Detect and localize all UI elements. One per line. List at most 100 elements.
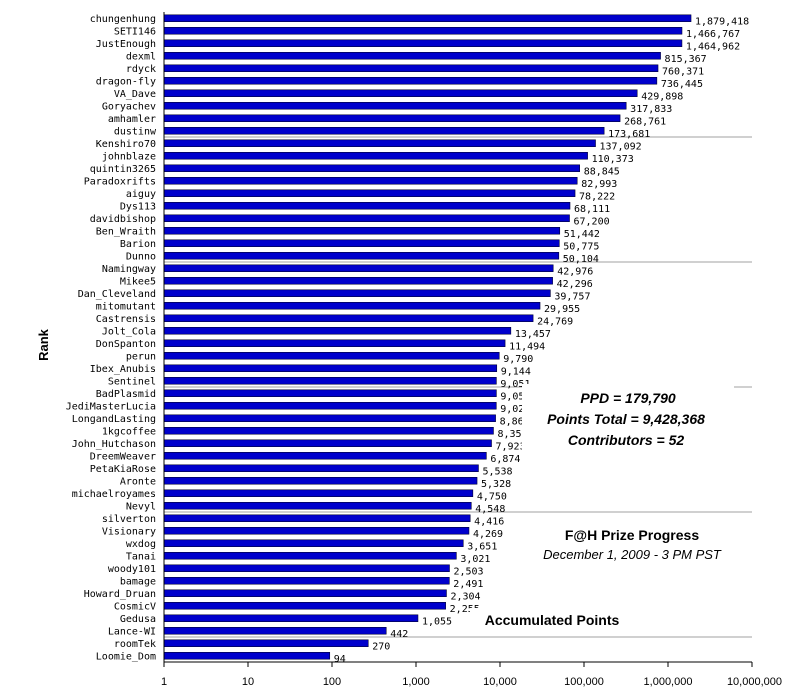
value-label: 9,026 [500,404,530,415]
value-label: 82,993 [581,179,617,190]
value-label: 8,356 [497,429,527,440]
value-label: 270 [372,641,390,652]
value-label: 4,750 [477,491,507,502]
category-label: DonSpanton [96,339,156,350]
category-label: aiguy [126,189,156,200]
category-label: John_Hutchason [72,439,156,450]
value-label: 50,104 [563,254,599,265]
value-label: 9,050 [500,391,530,402]
bar [163,602,446,610]
category-label: dexml [126,51,156,62]
category-label: Mikee5 [120,276,156,287]
bar [163,264,554,272]
bar [163,627,387,635]
category-label: Aronte [120,476,156,487]
bar [163,439,492,447]
category-label: Paradoxrifts [84,176,156,187]
value-label: 8,862 [500,416,530,427]
value-label: 1,055 [422,616,452,627]
bar [163,39,683,47]
value-label: 1,464,962 [686,41,740,52]
bar [163,127,605,135]
bar [163,27,683,35]
bars-group [163,14,692,660]
bar [163,77,658,85]
value-label: 2,491 [453,579,483,590]
x-tick-label: 10,000,000 [727,676,782,688]
value-label: 5,538 [482,466,512,477]
category-label: Gedusa [120,614,156,625]
stats-box-background [522,384,734,456]
category-label: Dys113 [120,201,156,212]
value-label: 78,222 [579,191,615,202]
value-label: 11,494 [509,341,545,352]
category-label: Ben_Wraith [96,226,156,237]
category-label: michaelroyames [72,489,156,500]
value-label: 9,144 [501,366,531,377]
bar [163,427,494,435]
labels-group: chungenhung 1,879,418 SETI146 1,466,767 Just… [66,14,750,665]
value-label: 39,757 [554,291,590,302]
value-label: 50,775 [563,241,599,252]
value-label: 2,503 [453,566,483,577]
bar [163,114,621,122]
value-label: 110,373 [592,154,634,165]
category-label: Howard_Druan [84,589,156,600]
value-label: 42,976 [557,266,593,277]
row-separator-grid [164,136,752,638]
value-label: 268,761 [624,116,666,127]
bar [163,14,692,22]
category-label: johnblaze [102,151,156,162]
value-label: 429,898 [641,91,683,102]
chart-subtitle: December 1, 2009 - 3 PM PST [543,547,722,562]
category-label: BadPlasmid [96,389,156,400]
bar [163,227,561,235]
value-label: 173,681 [608,129,650,140]
value-label: 815,367 [665,54,707,65]
category-label: rdyck [126,64,156,75]
value-label: 7,923 [496,441,526,452]
category-label: amhamler [108,114,156,125]
bar [163,239,560,247]
value-label: 67,200 [574,216,610,227]
category-label: quintin3265 [90,164,156,175]
bar [163,502,472,510]
category-label: Ibex_Anubis [90,364,156,375]
value-label: 137,092 [600,141,642,152]
bar [163,377,497,385]
value-label: 9,051 [500,379,530,390]
bar [163,139,596,147]
value-label: 3,651 [467,541,497,552]
y-axis-label: Rank [36,328,51,361]
value-label: 29,955 [544,304,580,315]
category-label: Visionary [102,526,156,537]
category-label: Jolt_Cola [102,326,156,337]
category-label: Sentinel [108,376,156,387]
bar [163,464,479,472]
bar [163,577,450,585]
category-label: mitomutant [96,301,156,312]
points-total-annotation: Points Total = 9,428,368 [547,411,705,427]
category-label: Tanai [126,551,156,562]
value-label: 3,021 [460,554,490,565]
bar [163,652,331,660]
bar [163,514,471,522]
x-axis-label-background [470,608,636,630]
category-label: CosmicV [114,601,156,612]
x-axis-label: Accumulated Points [485,612,620,628]
x-tick-label: 100 [323,676,341,688]
value-label: 2,255 [450,604,480,615]
value-label: 1,879,418 [695,16,749,27]
value-label: 9,790 [503,354,533,365]
x-tick-label: 10 [242,676,254,688]
bar [163,152,588,160]
category-label: SETI146 [114,26,156,37]
x-tick-label: 100,000 [564,676,604,688]
category-label: Dan_Cleveland [78,289,156,300]
bar [163,289,551,297]
chart-title: F@H Prize Progress [565,527,699,543]
bar [163,252,560,260]
value-label: 4,269 [473,529,503,540]
bar [163,452,487,460]
